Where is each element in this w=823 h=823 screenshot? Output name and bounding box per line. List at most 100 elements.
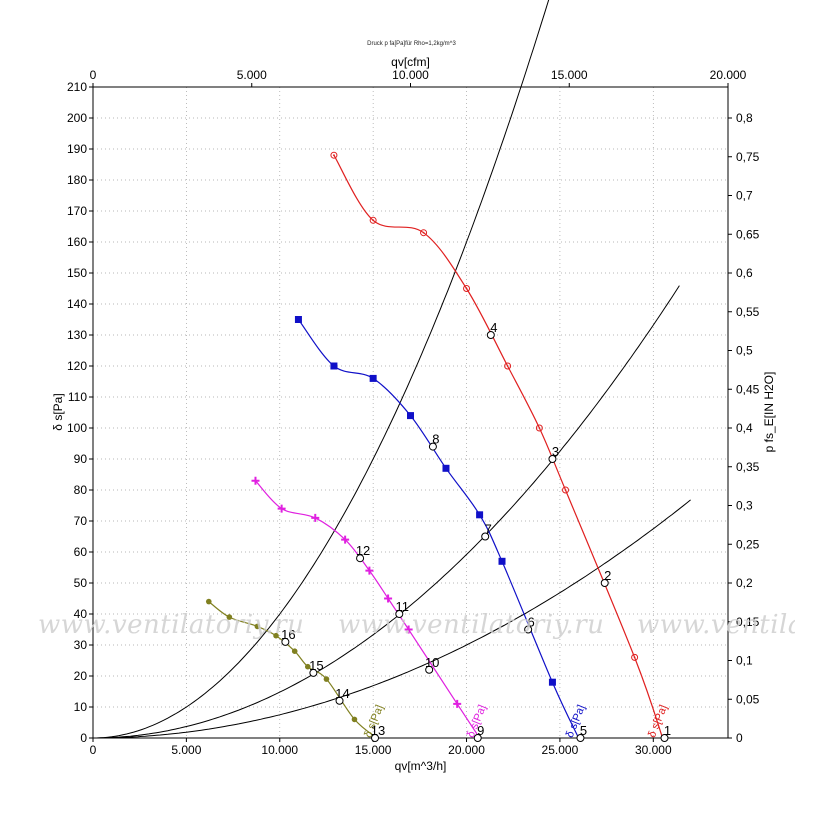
x2-tick-label: 20.000 [710, 68, 747, 82]
operating-point-marker [486, 331, 495, 339]
y-tick-label: 170 [67, 204, 87, 218]
watermark-2: www.ventilatoriy.ru [338, 610, 605, 640]
y-tick-label: 210 [67, 80, 87, 94]
y2-tick-label: 0,8 [736, 111, 753, 125]
y-tick-label: 120 [67, 359, 87, 373]
x-tick-label: 10.000 [261, 743, 298, 757]
data-point [404, 625, 413, 634]
x-tick-label: 5.000 [171, 743, 201, 757]
y2-tick-label: 0,55 [736, 305, 760, 319]
watermark-3: www.ventilatoriy.ru [637, 610, 795, 640]
operating-point-marker [473, 734, 482, 742]
data-point [548, 678, 556, 686]
data-point [453, 699, 462, 708]
fan-curve-line [297, 319, 580, 739]
data-point [291, 648, 298, 654]
operating-point-label: 11 [396, 599, 410, 614]
data-point-center [333, 154, 335, 157]
operating-point-marker [524, 625, 533, 634]
x2-tick-label: 5.000 [237, 68, 267, 82]
x-tick-label: 0 [90, 743, 97, 757]
y-tick-label: 90 [74, 452, 88, 466]
operating-point-label: 4 [490, 320, 497, 335]
x2-tick-label: 15.000 [551, 68, 588, 82]
operating-point-label: 14 [335, 686, 349, 701]
operating-point-label: 10 [425, 655, 439, 670]
operating-point-label: 3 [552, 444, 559, 459]
operating-point-marker [395, 610, 404, 618]
x2-axis-label: qv[cfm] [391, 55, 430, 69]
y2-tick-label: 0,1 [736, 654, 753, 668]
y-tick-label: 0 [80, 731, 87, 745]
operating-point-label: 5 [580, 723, 587, 738]
system-curves [93, 0, 691, 739]
data-point [369, 374, 377, 382]
system-curve [93, 285, 680, 739]
operating-point-marker [428, 442, 437, 451]
y-tick-label: 20 [74, 669, 88, 683]
y2-tick-label: 0,65 [736, 227, 760, 241]
y-tick-label: 60 [74, 545, 88, 559]
operating-point-label: 1 [664, 723, 671, 738]
y2-axis-label: p fs_E[IN H2O] [762, 372, 776, 453]
y-axis-left: 0 10 20 30 40 50 60 70 80 90 100 110 120 130 140 150 160… [67, 80, 93, 745]
x2-tick-label: 10.000 [392, 68, 429, 82]
x-tick-label: 30.000 [635, 743, 672, 757]
y-tick-label: 200 [67, 111, 87, 125]
fan-curve-series-4 [205, 598, 378, 739]
x-axis-bottom: 0 5.000 10.000 15.000 20.000 25.000 30.000 [90, 738, 672, 757]
data-point-center [538, 427, 541, 429]
data-point [365, 566, 374, 575]
operating-point-marker [281, 637, 290, 646]
operating-point-label: 2 [604, 568, 611, 583]
operating-point-marker [309, 668, 318, 677]
data-point-center [422, 231, 425, 234]
chart-subtitle: Druck p fa[Pa]für Rho=1,2kg/m^3 [367, 41, 456, 47]
y-tick-label: 150 [67, 266, 87, 280]
y-tick-label: 80 [74, 483, 88, 497]
watermark-1: www.ventilatoriy.ru [38, 610, 305, 640]
y-tick-label: 110 [68, 390, 87, 404]
operating-point-marker [335, 696, 344, 705]
data-point [330, 151, 338, 159]
operating-point-marker [600, 579, 609, 587]
data-point [631, 653, 639, 661]
y-tick-label: 50 [74, 576, 88, 590]
data-point [341, 535, 350, 544]
data-point-center [564, 489, 567, 491]
y-axis-right: 0 0,05 0,1 0,15 0,2 0,25 0,3 0,35 0,4 0,45 0,5 0,55… [728, 111, 760, 745]
operating-point-marker [481, 532, 490, 541]
data-point [476, 511, 484, 519]
operating-point-marker [548, 455, 557, 463]
operating-point-label: 12 [356, 543, 370, 558]
data-point [323, 676, 330, 682]
y-tick-label: 70 [74, 514, 88, 528]
data-point [254, 623, 261, 630]
y-tick-label: 40 [74, 607, 88, 621]
data-point [304, 663, 311, 670]
grid-lines [93, 87, 728, 738]
y2-tick-label: 0,05 [736, 692, 760, 706]
data-point [273, 632, 279, 639]
system-curve [93, 0, 550, 739]
x-tick-label: 15.000 [355, 743, 392, 757]
data-point [226, 614, 233, 620]
data-point [442, 464, 450, 472]
operating-point-label: 16 [281, 627, 295, 642]
data-point [369, 216, 377, 224]
y-tick-label: 190 [67, 142, 87, 156]
fan-curve-series-3 [251, 476, 481, 739]
y-tick-label: 130 [67, 328, 87, 342]
data-point [407, 412, 414, 420]
y-tick-label: 100 [67, 421, 87, 435]
fan-curve-series-2 [294, 316, 580, 739]
operating-point-label: 7 [485, 522, 492, 537]
data-point [498, 557, 506, 565]
operating-point-marker [356, 554, 365, 563]
operating-point-marker [660, 734, 669, 742]
y2-tick-label: 0,15 [736, 615, 760, 629]
y2-tick-label: 0,2 [736, 576, 753, 590]
y-axis-label: δ s[Pa] [51, 393, 65, 430]
